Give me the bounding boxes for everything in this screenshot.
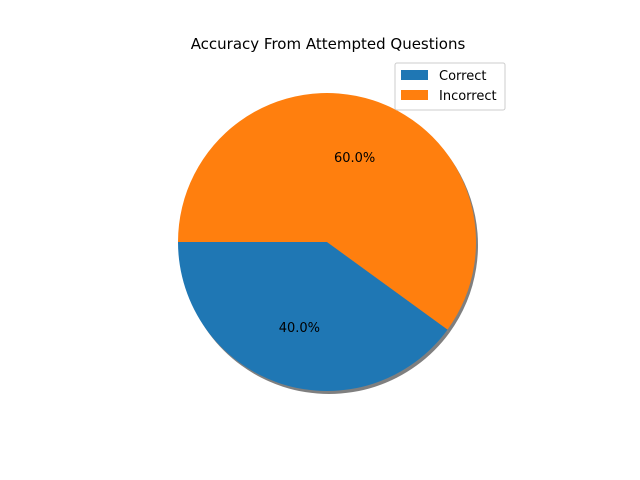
legend-label-correct: Correct (439, 69, 486, 84)
chart-title: Accuracy From Attempted Questions (191, 35, 466, 53)
legend-swatch-correct (401, 70, 428, 80)
pie-slice-incorrect (178, 93, 476, 330)
legend-label-incorrect: Incorrect (439, 89, 497, 104)
slice-label-correct: 40.0% (279, 321, 320, 336)
legend: Correct Incorrect (394, 62, 506, 111)
legend-swatch-incorrect (401, 90, 428, 100)
pie-slices (178, 93, 476, 392)
slice-label-incorrect: 60.0% (334, 151, 375, 166)
pie-slice-labels: 40.0% 60.0% (279, 151, 376, 336)
pie-slice-correct (178, 242, 448, 392)
